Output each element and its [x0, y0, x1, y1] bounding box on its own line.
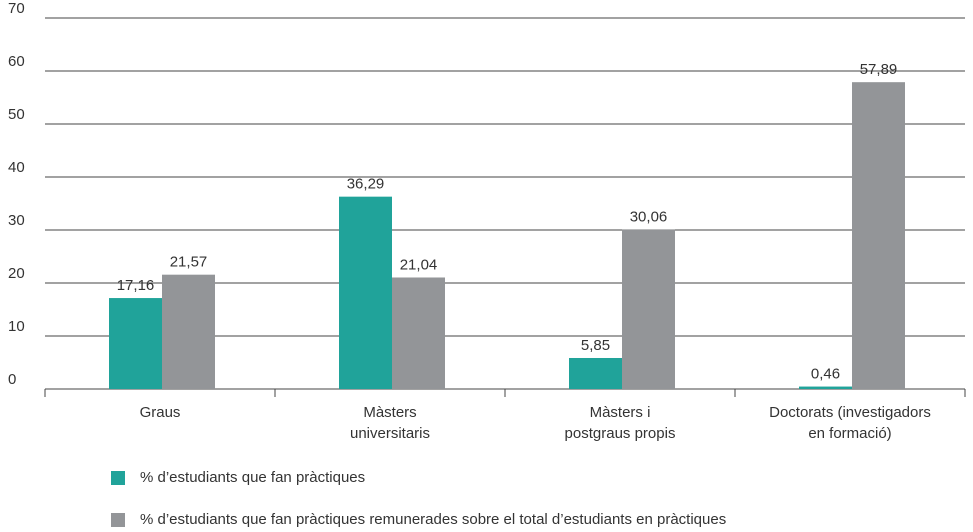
legend-label: % d’estudiants que fan pràctiques remune… — [140, 511, 726, 528]
value-label: 5,85 — [581, 337, 610, 354]
x-tick-label: Graus — [140, 404, 181, 421]
bar — [339, 196, 392, 389]
legend-swatch — [111, 513, 125, 527]
x-tick-label: postgraus propis — [565, 425, 676, 442]
y-tick-label: 50 — [8, 106, 25, 123]
y-tick-label: 60 — [8, 53, 25, 70]
bar — [622, 229, 675, 389]
y-tick-label: 20 — [8, 265, 25, 282]
y-tick-label: 40 — [8, 159, 25, 176]
bar — [162, 274, 215, 389]
x-tick-label: en formació) — [808, 425, 891, 442]
value-label: 30,06 — [630, 209, 668, 226]
bar — [569, 357, 622, 389]
x-tick-label: universitaris — [350, 425, 430, 442]
y-tick-label: 30 — [8, 212, 25, 229]
y-tick-label: 10 — [8, 318, 25, 335]
x-tick-label: Màsters — [363, 404, 416, 421]
bar — [392, 277, 445, 389]
bar — [799, 386, 852, 389]
value-label: 17,16 — [117, 277, 155, 294]
value-label: 0,46 — [811, 366, 840, 383]
y-tick-label: 0 — [8, 371, 16, 388]
value-label: 57,89 — [860, 61, 898, 78]
x-tick-label: Doctorats (investigadors — [769, 404, 931, 421]
y-tick-label: 70 — [8, 0, 25, 17]
value-label: 21,04 — [400, 256, 438, 273]
value-label: 36,29 — [347, 176, 385, 193]
legend-swatch — [111, 471, 125, 485]
bar — [109, 298, 162, 389]
legend-label: % d’estudiants que fan pràctiques — [140, 469, 365, 486]
value-label: 21,57 — [170, 254, 208, 271]
bar — [852, 82, 905, 390]
x-tick-label: Màsters i — [590, 404, 651, 421]
